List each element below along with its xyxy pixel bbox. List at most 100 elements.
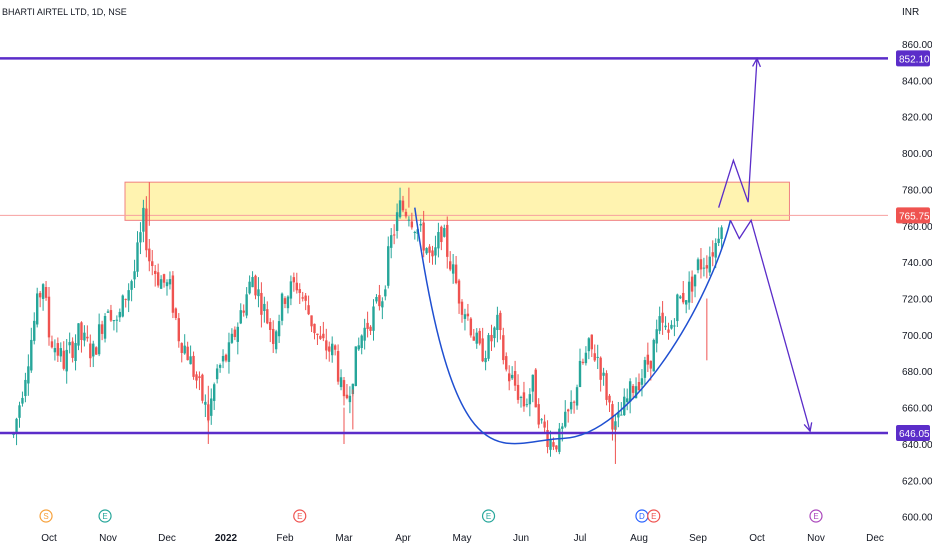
candle[interactable] [133, 259, 136, 288]
candle[interactable] [587, 337, 591, 360]
candle[interactable] [227, 332, 231, 374]
candle[interactable] [478, 328, 481, 346]
candle[interactable] [86, 325, 89, 342]
candle[interactable] [310, 315, 313, 333]
candle[interactable] [77, 323, 80, 351]
candle[interactable] [115, 315, 119, 333]
candle[interactable] [449, 251, 452, 272]
candle[interactable] [428, 244, 431, 263]
candle[interactable] [289, 275, 293, 306]
candle[interactable] [242, 304, 245, 317]
candle[interactable] [387, 236, 390, 289]
candle[interactable] [510, 366, 514, 380]
candle[interactable] [623, 388, 626, 417]
candle[interactable] [21, 391, 24, 407]
candle[interactable] [381, 297, 384, 320]
candle[interactable] [569, 390, 573, 414]
candle[interactable] [97, 313, 101, 357]
candle[interactable] [596, 344, 599, 370]
candle[interactable] [537, 398, 540, 429]
candle[interactable] [685, 300, 688, 314]
candle[interactable] [599, 356, 602, 392]
bearish-path[interactable] [729, 218, 811, 432]
candle[interactable] [313, 323, 316, 340]
candle[interactable] [395, 203, 399, 239]
event-marker[interactable]: S [39, 509, 53, 523]
candle[interactable] [319, 326, 322, 340]
candle[interactable] [177, 313, 180, 348]
event-marker[interactable]: E [293, 509, 307, 523]
candle[interactable] [260, 282, 263, 328]
candle[interactable] [360, 334, 363, 355]
candle[interactable] [292, 272, 296, 292]
candle[interactable] [572, 400, 576, 414]
candle[interactable] [139, 222, 142, 255]
candle[interactable] [348, 386, 352, 414]
candle[interactable] [59, 342, 62, 362]
candle[interactable] [646, 342, 650, 373]
candle[interactable] [95, 346, 98, 355]
candle[interactable] [513, 360, 517, 391]
candle[interactable] [92, 340, 95, 368]
candle[interactable] [213, 382, 216, 410]
candle[interactable] [679, 295, 682, 300]
resistance-zone[interactable] [124, 181, 790, 221]
candle[interactable] [251, 271, 254, 288]
candle[interactable] [431, 245, 434, 265]
candle[interactable] [401, 195, 405, 213]
candle[interactable] [257, 277, 260, 308]
candle[interactable] [446, 216, 449, 269]
candle[interactable] [180, 342, 183, 363]
candle[interactable] [443, 224, 446, 238]
candle[interactable] [345, 384, 349, 400]
candle[interactable] [437, 222, 440, 258]
candle[interactable] [165, 279, 169, 296]
candle[interactable] [499, 310, 502, 340]
candle[interactable] [333, 344, 337, 356]
candle[interactable] [215, 364, 219, 384]
candle[interactable] [56, 337, 60, 363]
candle[interactable] [637, 373, 641, 393]
candle[interactable] [540, 418, 543, 424]
candle[interactable] [159, 275, 163, 290]
candle[interactable] [628, 378, 632, 414]
candle[interactable] [18, 401, 21, 428]
candle[interactable] [425, 247, 428, 255]
event-marker[interactable]: E [647, 509, 661, 523]
candle[interactable] [27, 354, 30, 396]
candle[interactable] [307, 295, 310, 316]
candle[interactable] [407, 216, 411, 227]
candle[interactable] [531, 374, 534, 403]
cup-curve[interactable] [414, 207, 732, 445]
candle[interactable] [378, 284, 381, 311]
candle[interactable] [280, 292, 284, 326]
candle[interactable] [168, 271, 172, 290]
candle[interactable] [440, 225, 443, 251]
candle[interactable] [410, 212, 414, 230]
candle[interactable] [626, 388, 629, 411]
candle[interactable] [204, 394, 207, 418]
candle[interactable] [286, 295, 290, 314]
bullish-path[interactable] [718, 58, 758, 208]
candle[interactable] [617, 401, 620, 428]
candle[interactable] [454, 255, 458, 285]
candle[interactable] [487, 332, 490, 362]
candle[interactable] [505, 352, 508, 372]
candle[interactable] [705, 255, 709, 279]
candle[interactable] [83, 325, 86, 347]
candle[interactable] [696, 257, 700, 274]
candle[interactable] [519, 395, 523, 408]
candle[interactable] [469, 317, 473, 338]
candle[interactable] [466, 303, 470, 321]
candle[interactable] [484, 350, 487, 371]
candle[interactable] [162, 273, 166, 288]
candle[interactable] [372, 299, 375, 341]
candle[interactable] [363, 318, 366, 350]
candle[interactable] [676, 293, 679, 327]
candle[interactable] [543, 414, 546, 434]
candle[interactable] [80, 321, 83, 353]
candle[interactable] [693, 274, 697, 298]
candle[interactable] [74, 334, 77, 371]
